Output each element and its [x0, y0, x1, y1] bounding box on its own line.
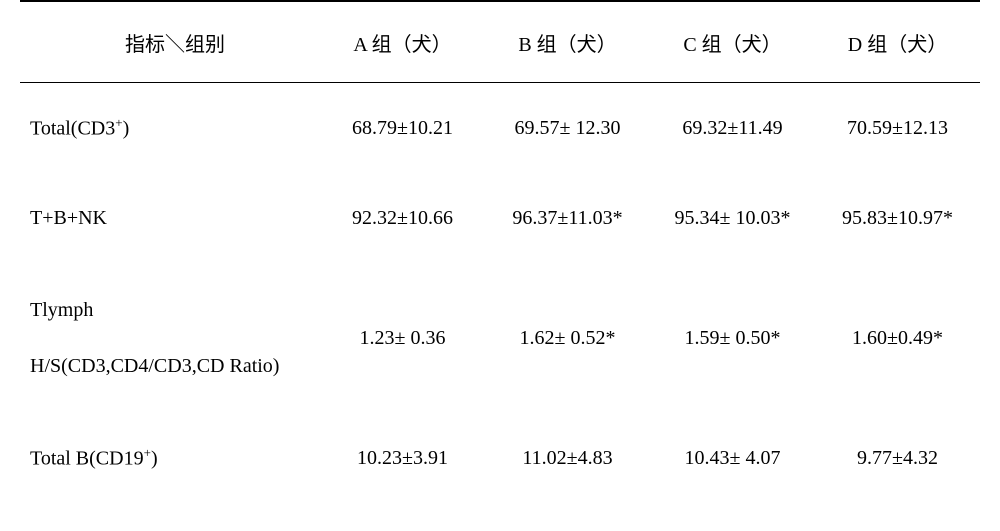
table-row: T+B+NK 92.32±10.66 96.37±11.03* 95.34± 1…	[20, 173, 980, 263]
cell: 69.32±11.49	[650, 83, 815, 174]
row-label-line2: H/S(CD3,CD4/CD3,CD Ratio)	[30, 355, 279, 377]
row-label: Tlymph H/S(CD3,CD4/CD3,CD Ratio)	[20, 263, 320, 413]
header-col-a: A 组（犬）	[320, 1, 485, 83]
header-col-c: C 组（犬）	[650, 1, 815, 83]
table-row: Total(CD3+) 68.79±10.21 69.57± 12.30 69.…	[20, 83, 980, 174]
table-row: Total B(CD19+) 10.23±3.91 11.02±4.83 10.…	[20, 413, 980, 503]
cell: 1.62± 0.52*	[485, 263, 650, 413]
header-col-b: B 组（犬）	[485, 1, 650, 83]
cell: 68.79±10.21	[320, 83, 485, 174]
cell: 11.02±4.83	[485, 413, 650, 503]
cell: 70.59±12.13	[815, 83, 980, 174]
cell: 10.43± 4.07	[650, 413, 815, 503]
header-label: 指标＼组别	[20, 1, 320, 83]
cell: 10.23±3.91	[320, 413, 485, 503]
cell: 95.34± 10.03*	[650, 173, 815, 263]
data-table: 指标＼组别 A 组（犬） B 组（犬） C 组（犬） D 组（犬） Total(…	[20, 0, 980, 503]
cell: 1.60±0.49*	[815, 263, 980, 413]
header-col-d: D 组（犬）	[815, 1, 980, 83]
row-label: Total(CD3+)	[20, 83, 320, 174]
cell: 1.59± 0.50*	[650, 263, 815, 413]
cell: 95.83±10.97*	[815, 173, 980, 263]
cell: 1.23± 0.36	[320, 263, 485, 413]
row-label-line1: Tlymph	[30, 299, 93, 321]
data-table-wrapper: 指标＼组别 A 组（犬） B 组（犬） C 组（犬） D 组（犬） Total(…	[0, 0, 1000, 531]
cell: 96.37±11.03*	[485, 173, 650, 263]
row-label: T+B+NK	[20, 173, 320, 263]
cell: 92.32±10.66	[320, 173, 485, 263]
table-header-row: 指标＼组别 A 组（犬） B 组（犬） C 组（犬） D 组（犬）	[20, 1, 980, 83]
table-row: Tlymph H/S(CD3,CD4/CD3,CD Ratio) 1.23± 0…	[20, 263, 980, 413]
cell: 69.57± 12.30	[485, 83, 650, 174]
cell: 9.77±4.32	[815, 413, 980, 503]
row-label: Total B(CD19+)	[20, 413, 320, 503]
